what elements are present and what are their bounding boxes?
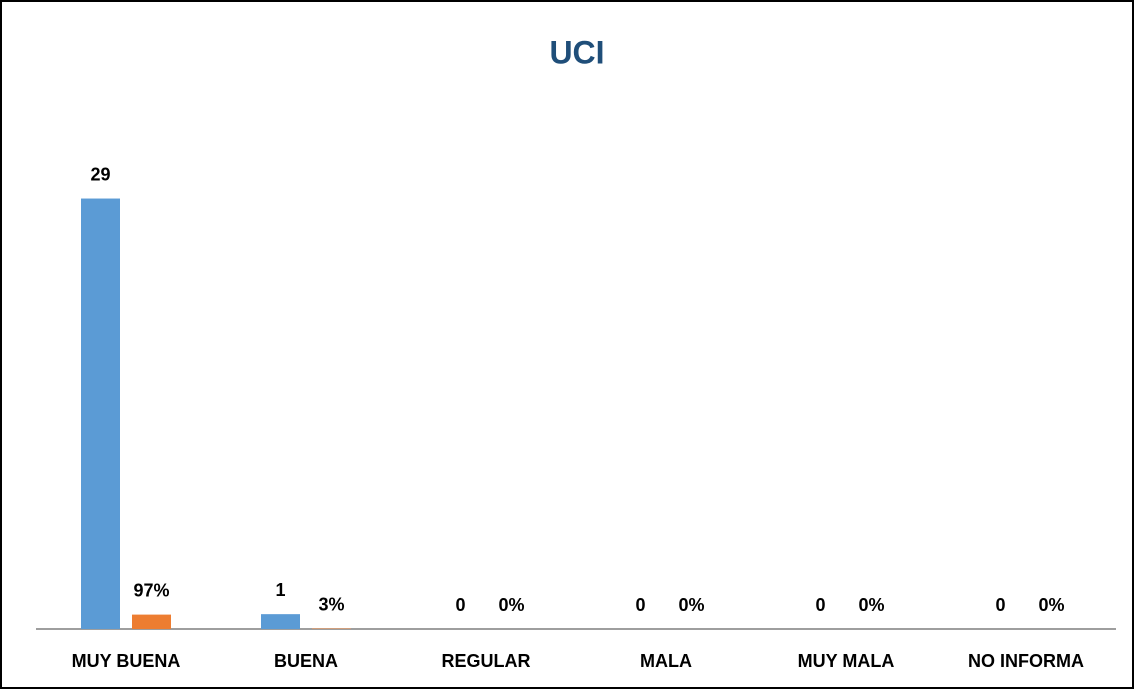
bar xyxy=(132,614,171,629)
bar xyxy=(261,614,300,629)
x-tick-label: NO INFORMA xyxy=(968,651,1084,671)
x-tick-label: MALA xyxy=(640,651,692,671)
x-tick-label: MUY MALA xyxy=(798,651,895,671)
x-tick-label: REGULAR xyxy=(442,651,531,671)
data-label: 1 xyxy=(275,580,285,600)
data-label: 29 xyxy=(90,164,110,184)
bar xyxy=(81,198,120,629)
data-label: 3% xyxy=(318,594,344,614)
data-label: 0% xyxy=(498,595,524,615)
x-tick-label: MUY BUENA xyxy=(72,651,181,671)
data-label: 97% xyxy=(133,580,169,600)
data-label: 0 xyxy=(815,595,825,615)
data-label: 0% xyxy=(1038,595,1064,615)
data-label: 0% xyxy=(678,595,704,615)
data-label: 0 xyxy=(455,595,465,615)
data-label: 0% xyxy=(858,595,884,615)
chart-title: UCI xyxy=(549,34,604,70)
data-label: 0 xyxy=(995,595,1005,615)
data-label: 0 xyxy=(635,595,645,615)
x-tick-label: BUENA xyxy=(274,651,338,671)
